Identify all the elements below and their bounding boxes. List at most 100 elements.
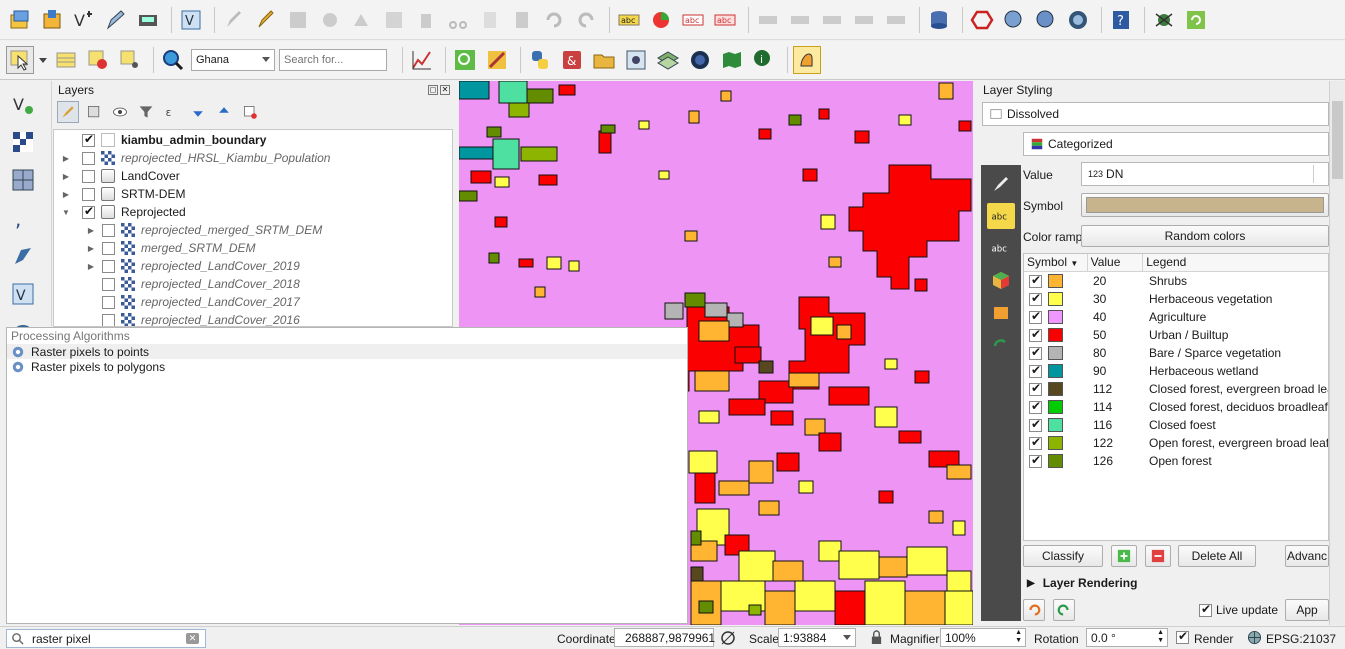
extents-icon[interactable] — [720, 630, 736, 646]
layer-group-row[interactable]: ▶ LandCover — [54, 167, 452, 185]
refresh-icon[interactable] — [1182, 6, 1210, 34]
digitize-vertex-icon[interactable]: V — [70, 6, 98, 34]
open-folder-icon[interactable] — [590, 46, 618, 74]
class-visibility-checkbox[interactable] — [1029, 291, 1042, 306]
hand-icon[interactable] — [793, 46, 821, 74]
column-header-value[interactable]: Value — [1088, 254, 1144, 271]
modify-attributes-icon[interactable] — [380, 6, 408, 34]
expand-all-icon[interactable] — [187, 101, 209, 123]
class-visibility-checkbox[interactable] — [1029, 381, 1042, 396]
class-color-swatch[interactable] — [1048, 310, 1063, 324]
labels-tab-icon[interactable]: abc — [987, 203, 1015, 229]
class-visibility-checkbox[interactable] — [1029, 417, 1042, 432]
paste-icon[interactable] — [508, 6, 536, 34]
layer-edit-icon[interactable]: V — [177, 6, 205, 34]
renderer-select[interactable]: Categorized — [1023, 132, 1329, 156]
select-features-icon[interactable] — [6, 46, 34, 74]
locator-search-field[interactable]: raster pixel ✕ — [6, 629, 206, 648]
redo-icon[interactable] — [572, 6, 600, 34]
add-vector-icon[interactable]: V — [8, 279, 38, 309]
add-spatialite-icon[interactable] — [8, 241, 38, 271]
visibility-eye-icon[interactable] — [109, 101, 131, 123]
zoom-inspect-icon[interactable] — [451, 46, 479, 74]
help-icon[interactable]: ? — [1107, 6, 1135, 34]
crs-label[interactable]: EPSG:21037 — [1266, 632, 1337, 646]
layer-visibility-checkbox[interactable] — [102, 259, 115, 273]
layers-stack-icon[interactable] — [654, 46, 682, 74]
layer-visibility-checkbox[interactable] — [102, 295, 115, 309]
identify-icon[interactable]: i — [750, 46, 778, 74]
class-color-swatch[interactable] — [1048, 418, 1063, 432]
select-by-location-icon[interactable] — [116, 46, 144, 74]
symbology-tab-icon[interactable] — [987, 171, 1015, 197]
class-row[interactable]: 40 Agriculture — [1024, 308, 1328, 326]
collapse-arrow-icon[interactable]: ▼ — [62, 207, 70, 217]
globe-web-icon[interactable] — [1064, 6, 1092, 34]
class-row[interactable]: 116 Closed foest — [1024, 416, 1328, 434]
globe-plus-icon[interactable] — [1032, 6, 1060, 34]
class-visibility-checkbox[interactable] — [1029, 345, 1042, 360]
filter-icon[interactable] — [135, 101, 157, 123]
advanced-button[interactable]: Advanc — [1285, 545, 1329, 567]
layer-row[interactable]: reprojected_LandCover_2017 — [54, 293, 452, 311]
add-group-icon[interactable] — [83, 101, 105, 123]
class-row[interactable]: 122 Open forest, evergreen broad leaf — [1024, 434, 1328, 452]
layer-visibility-checkbox[interactable] — [82, 187, 95, 201]
layer-visibility-checkbox[interactable] — [82, 204, 95, 219]
lock-scale-icon[interactable] — [870, 630, 883, 648]
style-brush-icon[interactable] — [57, 101, 79, 123]
add-mesh-icon[interactable] — [8, 165, 38, 195]
class-color-swatch[interactable] — [1048, 364, 1063, 378]
show-hide-labels-icon[interactable]: abc — [711, 6, 739, 34]
class-color-swatch[interactable] — [1048, 292, 1063, 306]
layer-row[interactable]: ▶ reprojected_LandCover_2019 — [54, 257, 452, 275]
layer-row[interactable]: ▶ reprojected_merged_SRTM_DEM — [54, 221, 452, 239]
filter-expression-icon[interactable]: ε — [161, 101, 183, 123]
magnifier-spinbox[interactable]: 100% ▲ ▼ — [940, 628, 1026, 647]
class-color-swatch[interactable] — [1048, 382, 1063, 396]
redo-style-button[interactable] — [1053, 599, 1075, 621]
class-color-swatch[interactable] — [1048, 274, 1063, 288]
plugin-bug-icon[interactable] — [1150, 6, 1178, 34]
class-visibility-checkbox[interactable] — [1029, 453, 1042, 468]
label-toolbar-icon[interactable]: abc — [615, 6, 643, 34]
copy-icon[interactable] — [476, 6, 504, 34]
expand-arrow-icon[interactable]: ▶ — [62, 189, 70, 199]
masks-tab-icon[interactable]: abc — [987, 235, 1015, 261]
layer-rendering-section[interactable]: ▶ Layer Rendering — [1027, 576, 1137, 590]
layer-visibility-checkbox[interactable] — [102, 223, 115, 237]
class-color-swatch[interactable] — [1048, 400, 1063, 414]
layer-select[interactable]: Dissolved — [982, 102, 1329, 126]
class-color-swatch[interactable] — [1048, 436, 1063, 450]
diagram-icon[interactable] — [647, 6, 675, 34]
close-panel-icon[interactable]: ✕ — [440, 85, 450, 95]
class-row[interactable]: 114 Closed forest, deciduos broadleaf — [1024, 398, 1328, 416]
new-project-icon[interactable] — [38, 6, 66, 34]
georeferencer-icon[interactable] — [622, 46, 650, 74]
globe-search-icon[interactable] — [1000, 6, 1028, 34]
remove-class-button[interactable] — [1145, 545, 1171, 567]
class-row[interactable]: 50 Urban / Builtup — [1024, 326, 1328, 344]
layer-group-row[interactable]: ▼ Reprojected — [54, 203, 452, 221]
crs-globe-icon[interactable] — [1247, 630, 1262, 648]
undo-icon[interactable] — [540, 6, 568, 34]
collapse-all-icon[interactable] — [213, 101, 235, 123]
live-update-toggle[interactable]: ✔ Live update — [1199, 602, 1278, 617]
rotation-spinbox[interactable]: 0.0 ° ▲ ▼ — [1086, 628, 1168, 647]
open-project-icon[interactable] — [6, 6, 34, 34]
pencil-edit-icon[interactable] — [102, 6, 130, 34]
scrollbar-thumb[interactable] — [1332, 101, 1343, 179]
column-header-legend[interactable]: Legend — [1146, 255, 1187, 269]
class-visibility-checkbox[interactable] — [1029, 327, 1042, 342]
scale-combo[interactable]: 1:93884 — [778, 628, 856, 647]
layer-row[interactable]: kiambu_admin_boundary — [54, 131, 452, 149]
render-checkbox[interactable]: ✔ — [1176, 629, 1189, 644]
label-props-icon[interactable] — [850, 6, 878, 34]
expand-arrow-icon[interactable]: ▶ — [62, 171, 70, 181]
add-feature-icon[interactable] — [316, 6, 344, 34]
move-label-icon[interactable] — [754, 6, 782, 34]
deselect-icon[interactable] — [84, 46, 112, 74]
add-class-button[interactable] — [1111, 545, 1137, 567]
layer-row[interactable]: reprojected_LandCover_2016 — [54, 311, 452, 326]
class-visibility-checkbox[interactable] — [1029, 273, 1042, 288]
